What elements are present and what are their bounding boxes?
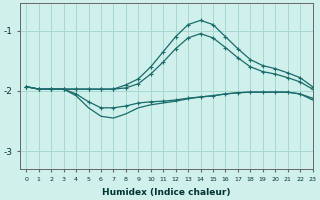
X-axis label: Humidex (Indice chaleur): Humidex (Indice chaleur) (102, 188, 231, 197)
